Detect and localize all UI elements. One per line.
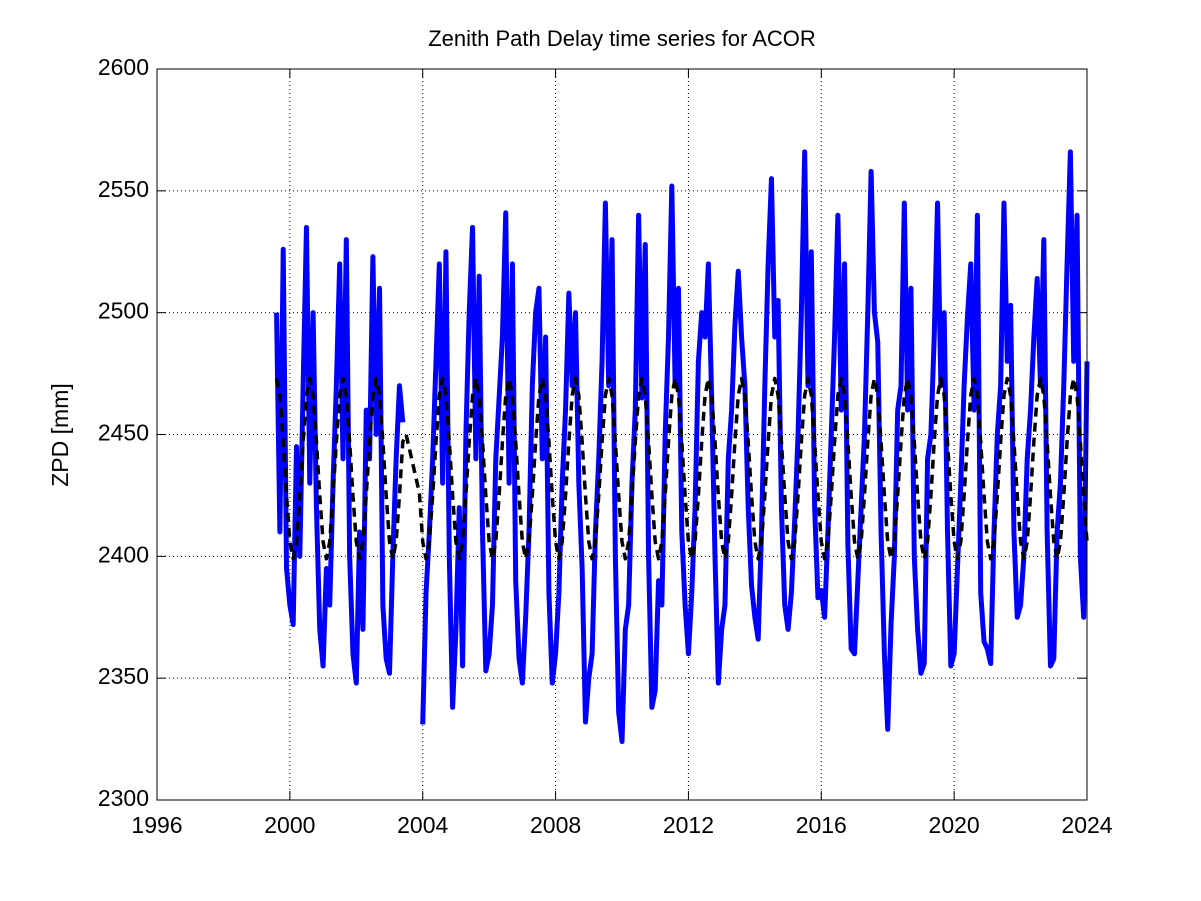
x-tick-label: 2024	[1061, 812, 1112, 838]
y-tick-label: 2450	[98, 420, 149, 446]
y-tick-label: 2400	[98, 541, 149, 567]
y-tick-label: 2550	[98, 176, 149, 202]
x-tick-label: 2008	[530, 812, 581, 838]
y-tick-label: 2350	[98, 663, 149, 689]
y-tick-label: 2600	[98, 54, 149, 80]
y-tick-label: 2300	[98, 785, 149, 811]
x-tick-label: 2000	[264, 812, 315, 838]
plot-frame	[156, 68, 1088, 801]
x-tick-label: 2012	[663, 812, 714, 838]
y-tick-label: 2500	[98, 298, 149, 324]
y-axis-label: ZPD [mm]	[47, 383, 73, 487]
x-tick-label: 1996	[131, 812, 182, 838]
series-line	[274, 149, 1090, 745]
chart-title: Zenith Path Delay time series for ACOR	[428, 26, 816, 51]
x-tick-label: 2004	[397, 812, 448, 838]
x-tick-label: 2016	[796, 812, 847, 838]
x-tick-label: 2020	[929, 812, 980, 838]
